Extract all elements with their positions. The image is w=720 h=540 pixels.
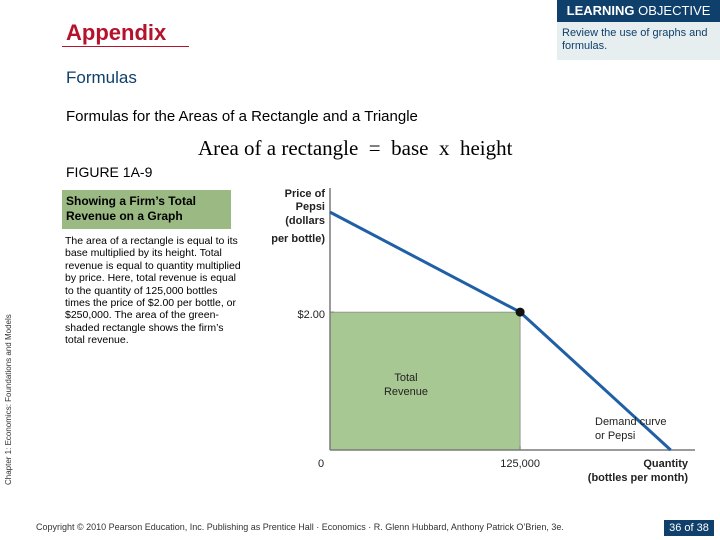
title-underline — [62, 46, 189, 47]
demand-label-line1: Demand curve — [595, 416, 667, 428]
figure-caption-box — [62, 190, 231, 229]
learning-objective-label-bold: LEARNING — [566, 3, 635, 18]
y-axis-label-line2: Pepsi — [296, 201, 325, 213]
slide-title: Appendix — [66, 20, 167, 45]
plot-area — [329, 188, 695, 452]
x-axis-label-line2: (bottles per month) — [588, 472, 689, 484]
y-axis-label-line3: (dollars — [285, 215, 325, 227]
footer-copyright: Copyright © 2010 Pearson Education, Inc.… — [36, 522, 564, 532]
demand-label-line2: or Pepsi — [595, 430, 635, 442]
chapter-side-label-wrapper: Chapter 1: Economics: Foundations and Mo… — [4, 285, 14, 485]
formula: Area of a rectangle = base x height — [198, 136, 513, 160]
figure-caption: Showing a Firm’s Total Revenue on a Grap… — [66, 194, 197, 223]
page-number: 36 of 38 — [669, 522, 709, 534]
figure-description: The area of a rectangle is equal to its … — [65, 235, 241, 347]
equilibrium-point — [515, 307, 525, 317]
total-revenue-area — [330, 312, 521, 450]
page-number-box — [664, 520, 714, 536]
section-title: Formulas — [66, 68, 137, 87]
y-axis-label-line1: Price of — [285, 188, 326, 200]
x-tick-label: 125,000 — [500, 458, 540, 470]
origin-label: 0 — [318, 458, 324, 470]
area-label-line1: Total — [394, 372, 417, 384]
chapter-side-label: Chapter 1: Economics: Foundations and Mo… — [4, 314, 13, 485]
learning-objective-text: Review the use of graphs and formulas. — [562, 27, 708, 52]
learning-objective-label-rest: OBJECTIVE — [634, 3, 711, 18]
subheading: Formulas for the Areas of a Rectangle an… — [66, 108, 418, 125]
area-label-line2: Revenue — [384, 386, 428, 398]
total-revenue-chart: Price of Pepsi (dollars per bottle) $2.0… — [271, 188, 695, 484]
y-tick-label: $2.00 — [297, 309, 325, 321]
x-axis-label-line1: Quantity — [643, 458, 688, 470]
y-axis-label-line4: per bottle) — [271, 233, 325, 245]
learning-objective-header: LEARNING OBJECTIVE — [557, 0, 720, 22]
figure-label: FIGURE 1A-9 — [66, 164, 153, 180]
